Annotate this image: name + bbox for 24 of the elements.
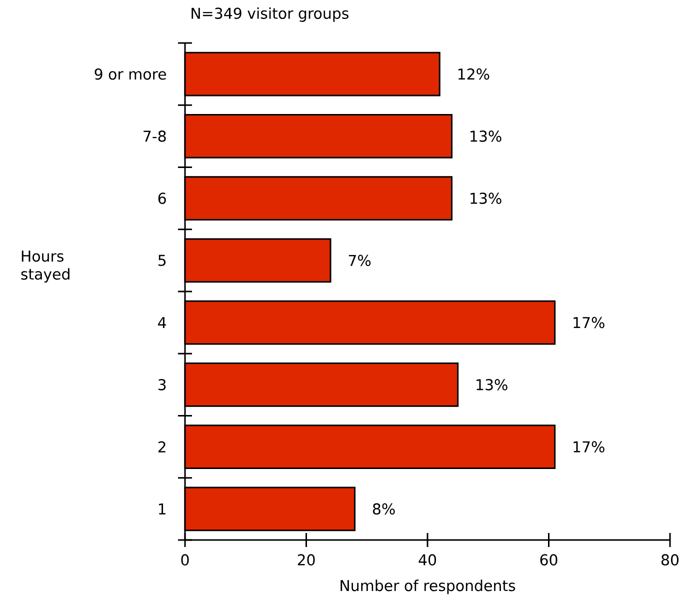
- x-axis-title: Number of respondents: [340, 580, 516, 594]
- y-tick-label: 9 or more: [94, 68, 166, 80]
- y-axis-title: Hours stayed: [21, 250, 70, 283]
- x-tick-label: 40: [418, 554, 436, 566]
- x-tick-label: 20: [298, 554, 315, 566]
- x-tick-label: 0: [181, 554, 189, 566]
- annotation: 7%: [348, 254, 371, 266]
- y-tick-label: 2: [158, 441, 166, 452]
- annotation: 8%: [372, 503, 395, 515]
- chart-title: N=349 visitor groups: [192, 7, 348, 22]
- y-tick-label: 3: [158, 379, 166, 390]
- y-tick-label: 5: [158, 254, 166, 266]
- annotation: 13%: [470, 130, 502, 142]
- annotation: 17%: [574, 441, 604, 452]
- x-tick-label: 80: [662, 554, 679, 566]
- x-tick-label: 60: [540, 554, 558, 566]
- y-tick-label: 7-8: [144, 130, 166, 142]
- annotation: 17%: [574, 316, 604, 328]
- annotation: 13%: [470, 192, 502, 204]
- annotation: 13%: [476, 379, 508, 390]
- y-tick-label: 6: [158, 192, 166, 204]
- y-tick-label: 4: [158, 317, 166, 328]
- y-tick-label: 1: [158, 503, 166, 514]
- annotation: 12%: [458, 68, 490, 80]
